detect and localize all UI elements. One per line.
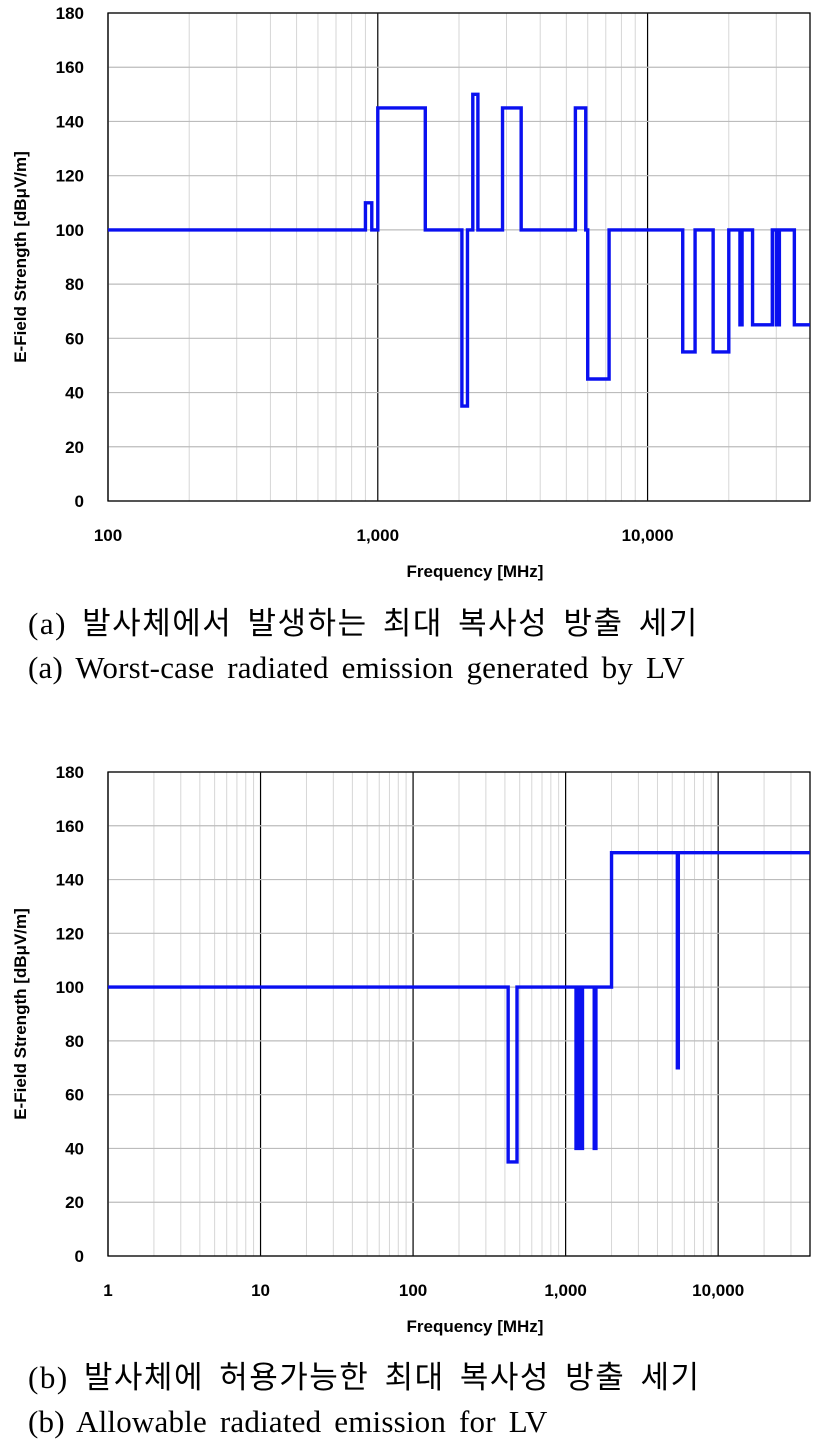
caption-b-english: (b) Allowable radiated emission for LV (28, 1404, 548, 1439)
y-tick-label: 140 (56, 112, 84, 131)
y-tick-label: 80 (65, 1032, 84, 1051)
y-tick-label: 80 (65, 275, 84, 294)
y-axis-label: E-Field Strength [dBμV/m] (11, 151, 30, 363)
y-tick-label: 40 (65, 1139, 84, 1158)
caption-a-korean: (a) 발사체에서 발생하는 최대 복사성 방출 세기 (28, 606, 699, 641)
x-tick-label: 1,000 (544, 1281, 587, 1300)
chart-b: 0 20 40 60 80 100 120 140 160 180 1 10 100 1,000 10,00… (11, 763, 811, 1336)
x-tick-label: 100 (399, 1281, 427, 1300)
y-tick-label: 180 (56, 763, 84, 782)
caption-a-english: (a) Worst-case radiated emission generat… (28, 650, 685, 685)
y-tick-label: 60 (65, 329, 84, 348)
x-tick-label: 1 (103, 1281, 112, 1300)
y-tick-label: 0 (75, 492, 84, 511)
y-tick-label: 140 (56, 871, 84, 890)
y-tick-label: 180 (56, 4, 84, 23)
chart-a: 0 20 40 60 80 100 120 140 160 180 100 1,000 10,000 Fr… (11, 4, 811, 581)
y-tick-label: 0 (75, 1247, 84, 1266)
plot-frame (107, 771, 811, 1257)
emission-series-line (108, 92, 810, 408)
chart-panel-b: 0 20 40 60 80 100 120 140 160 180 1 10 100 1,000 10,00… (0, 758, 816, 1348)
y-tick-label: 160 (56, 58, 84, 77)
y-tick-label: 60 (65, 1086, 84, 1105)
y-tick-label: 20 (65, 1193, 84, 1212)
y-tick-label: 20 (65, 438, 84, 457)
y-tick-label: 100 (56, 221, 84, 240)
x-tick-label: 1,000 (357, 526, 400, 545)
y-tick-label: 100 (56, 978, 84, 997)
chart-panel-a: 0 20 40 60 80 100 120 140 160 180 100 1,000 10,000 Fr… (0, 0, 816, 605)
y-tick-label: 160 (56, 817, 84, 836)
x-axis-label: Frequency [MHz] (407, 562, 544, 581)
y-axis-label: E-Field Strength [dBμV/m] (11, 908, 30, 1120)
x-tick-label: 10 (251, 1281, 270, 1300)
x-axis-label: Frequency [MHz] (407, 1317, 544, 1336)
y-tick-label: 120 (56, 167, 84, 186)
plot-frame (107, 12, 811, 502)
x-tick-label: 100 (94, 526, 122, 545)
x-tick-label: 10,000 (692, 1281, 744, 1300)
x-tick-label: 10,000 (622, 526, 674, 545)
caption-b-korean: (b) 발사체에 허용가능한 최대 복사성 방출 세기 (28, 1360, 701, 1395)
emission-series-line (108, 850, 810, 1164)
y-tick-label: 120 (56, 924, 84, 943)
y-tick-label: 40 (65, 384, 84, 403)
